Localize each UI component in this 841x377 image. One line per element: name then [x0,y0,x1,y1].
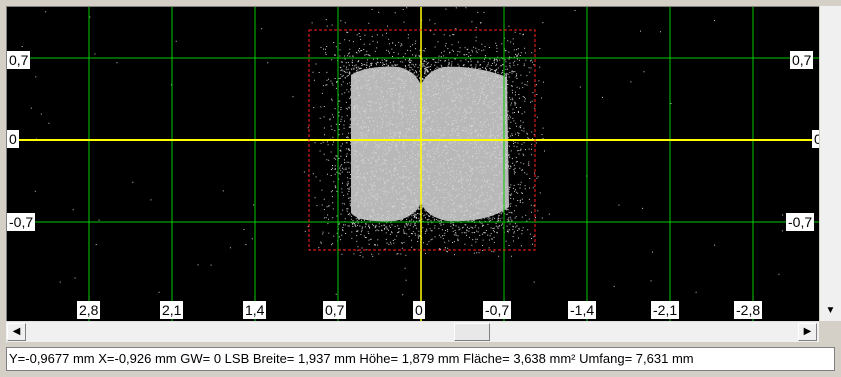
x-tick-0-7: 0,7 [323,301,347,319]
y-tick-left-neg-0-7: -0,7 [7,213,36,231]
beam-spot-core [351,66,509,222]
y-tick-right-0-7: 0,7 [790,51,814,69]
x-tick-neg-1-4: -1,4 [568,301,597,319]
y-tick-left-0: 0 [7,130,19,148]
scroll-right-icon[interactable]: ▶ [798,323,817,341]
grid-lines [7,7,819,321]
vertical-scrollbar[interactable] [820,6,841,321]
status-text: Y=-0,9677 mm X=-0,926 mm GW= 0 LSB Breit… [9,351,694,366]
beam-core-shape [351,66,509,222]
horizontal-scroll-thumb[interactable] [454,323,490,341]
x-tick-neg-2-1: -2,1 [651,301,680,319]
zero-axes [7,7,819,321]
x-tick-2-8: 2,8 [77,301,101,319]
x-tick-neg-2-8: -2,8 [734,301,763,319]
measurement-status-bar: Y=-0,9677 mm X=-0,926 mm GW= 0 LSB Breit… [6,347,835,371]
scroll-down-icon[interactable]: ▼ [820,301,841,321]
y-tick-right-neg-0-7: -0,7 [786,213,815,231]
x-tick-2-1: 2,1 [160,301,184,319]
x-tick-0: 0 [413,301,425,319]
measurement-roi-rectangle [308,29,536,251]
scroll-left-icon[interactable]: ◀ [7,323,26,341]
plot-canvas[interactable] [7,7,819,321]
beam-profile-plot[interactable]: 0,7 0 -0,7 0,7 0 -0,7 2,8 2,1 1,4 0,7 0 … [6,6,819,321]
x-tick-1-4: 1,4 [243,301,267,319]
y-tick-left-0-7: 0,7 [7,51,31,69]
horizontal-scrollbar[interactable]: ◀ ▶ [6,321,819,342]
x-tick-neg-0-7: -0,7 [483,301,512,319]
y-tick-right-0: 0 [812,130,819,148]
